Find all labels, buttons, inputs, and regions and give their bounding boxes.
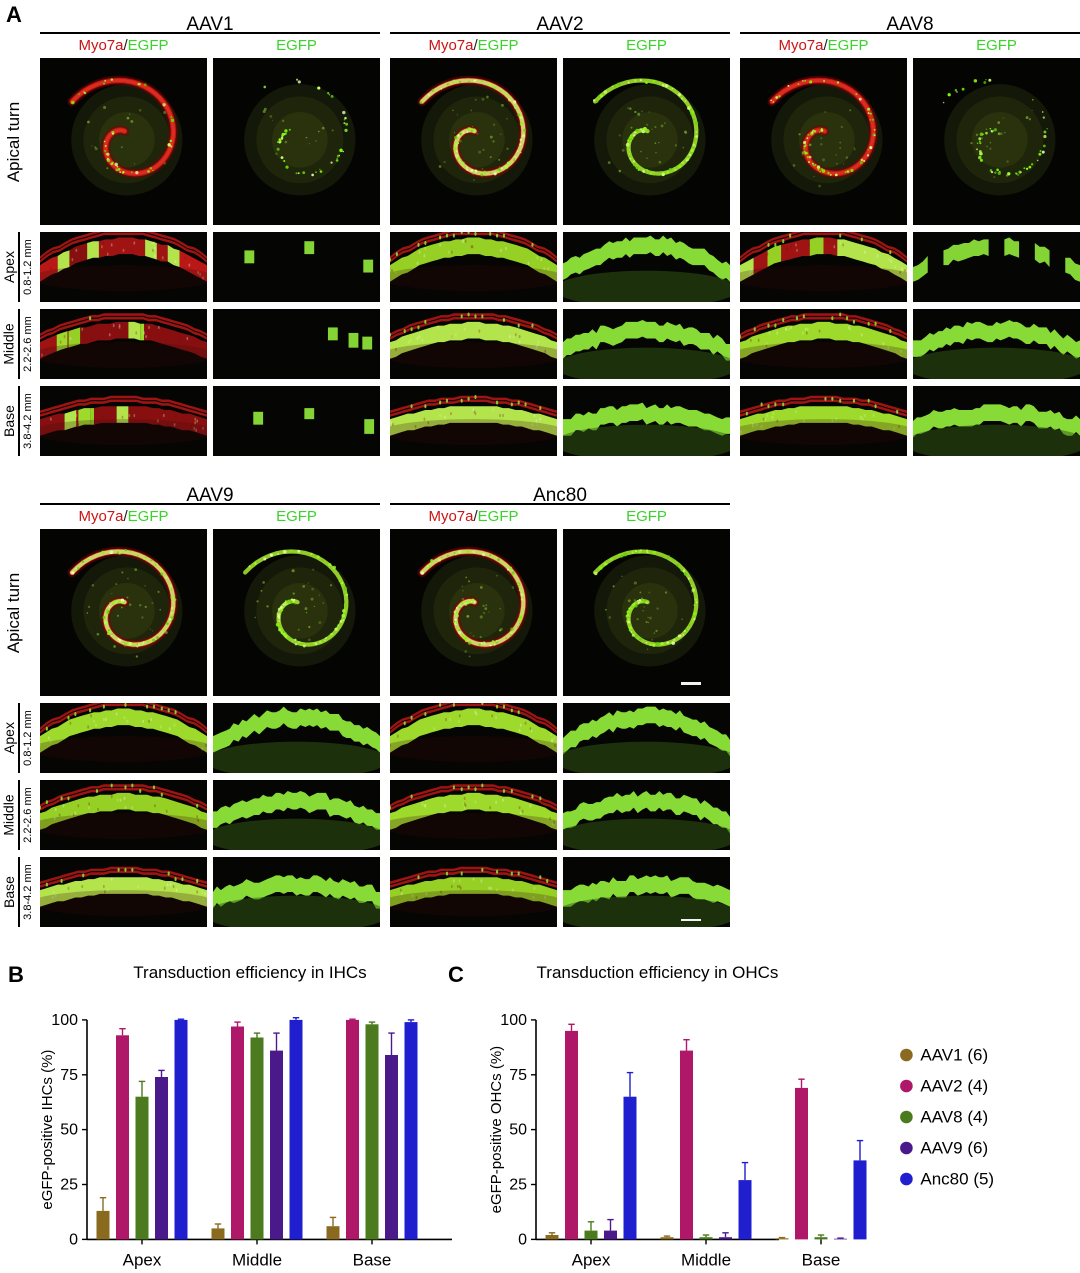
svg-text:75: 75 (509, 1067, 527, 1084)
svg-text:Apex: Apex (123, 1250, 162, 1269)
svg-text:Anc80 (5): Anc80 (5) (920, 1170, 994, 1189)
svg-text:0: 0 (518, 1231, 527, 1248)
svg-text:0: 0 (69, 1231, 78, 1248)
svg-text:Middle: Middle (681, 1250, 731, 1269)
svg-text:eGFP-positive OHCs (%): eGFP-positive OHCs (%) (488, 1046, 505, 1214)
svg-text:AAV1 (6): AAV1 (6) (920, 1046, 988, 1065)
svg-text:AAV9 (6): AAV9 (6) (920, 1139, 988, 1158)
svg-text:AAV2 (4): AAV2 (4) (920, 1077, 988, 1096)
svg-text:Base: Base (802, 1250, 841, 1269)
svg-text:Apex: Apex (572, 1250, 611, 1269)
svg-text:75: 75 (60, 1067, 78, 1084)
svg-text:100: 100 (51, 1012, 78, 1029)
svg-text:25: 25 (60, 1177, 78, 1194)
svg-text:Base: Base (353, 1250, 392, 1269)
svg-text:eGFP-positive IHCs (%): eGFP-positive IHCs (%) (39, 1050, 56, 1210)
svg-text:50: 50 (60, 1122, 78, 1139)
svg-text:Transduction efficiency in OHC: Transduction efficiency in OHCs (537, 963, 779, 982)
svg-text:Middle: Middle (232, 1250, 282, 1269)
svg-text:25: 25 (509, 1177, 527, 1194)
svg-text:100: 100 (500, 1012, 527, 1029)
svg-text:50: 50 (509, 1122, 527, 1139)
svg-text:Transduction efficiency in IHC: Transduction efficiency in IHCs (133, 963, 366, 982)
svg-text:AAV8 (4): AAV8 (4) (920, 1108, 988, 1127)
